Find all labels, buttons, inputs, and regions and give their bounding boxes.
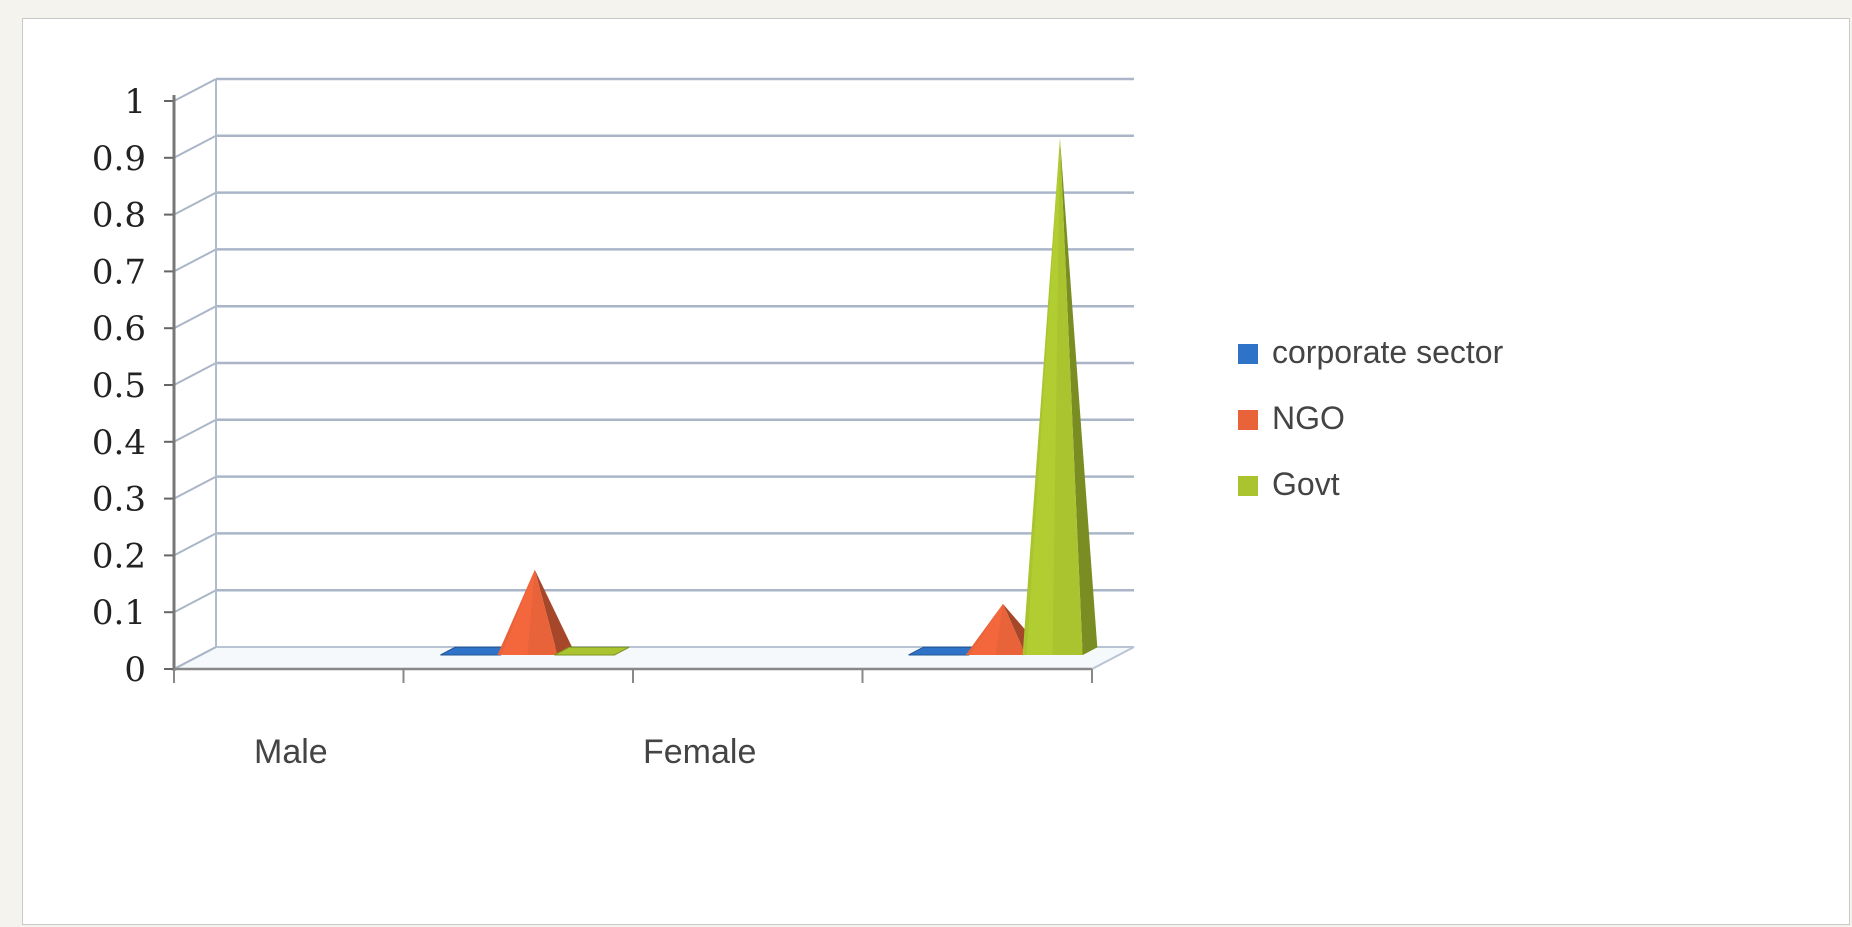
legend-swatch bbox=[1238, 476, 1258, 496]
bar-mark bbox=[1022, 138, 1098, 655]
data-marks bbox=[440, 138, 1098, 656]
y-tick-label: 0.1 bbox=[92, 593, 146, 633]
bar-base bbox=[554, 646, 630, 656]
gridline-side bbox=[173, 589, 217, 614]
x-axis-categories: Male Female bbox=[254, 733, 756, 771]
y-tick-label: 0.8 bbox=[92, 196, 146, 236]
gridline-side bbox=[173, 78, 217, 102]
legend-swatch bbox=[1238, 410, 1258, 430]
bar-mark bbox=[554, 646, 630, 656]
axes bbox=[164, 79, 1093, 683]
y-tick-label: 0.3 bbox=[92, 480, 146, 520]
gridline-side bbox=[173, 475, 217, 500]
y-tick-label: 0.4 bbox=[92, 423, 146, 463]
legend-label: corporate sector bbox=[1272, 334, 1504, 370]
bar-highlight bbox=[969, 603, 1003, 655]
gridline-side bbox=[173, 305, 217, 330]
gridline-side bbox=[173, 362, 217, 386]
gridline-side bbox=[173, 532, 217, 557]
category-label: Female bbox=[643, 733, 756, 771]
y-axis-ticks: 0 0.1 0.2 0.3 0.4 0.5 0.6 0.7 0.8 0.9 1 bbox=[92, 82, 146, 690]
pyramid-bar-chart: 0 0.1 0.2 0.3 0.4 0.5 0.6 0.7 0.8 0.9 1 Male Female… bbox=[92, 77, 1504, 771]
legend-swatch bbox=[1238, 344, 1258, 364]
y-tick-label: 0.2 bbox=[92, 536, 146, 576]
y-tick-label: 1 bbox=[124, 82, 146, 122]
legend-label: NGO bbox=[1272, 400, 1345, 436]
category-label: Male bbox=[254, 733, 328, 771]
bar-side-face bbox=[1059, 138, 1098, 655]
gridline-side bbox=[173, 418, 217, 443]
legend: corporate sector NGO Govt bbox=[1238, 334, 1504, 502]
y-tick-label: 0 bbox=[124, 650, 146, 690]
y-tick-label: 0.6 bbox=[92, 309, 146, 349]
legend-label: Govt bbox=[1272, 466, 1340, 502]
gridlines bbox=[173, 77, 1135, 670]
gridline-side bbox=[173, 248, 217, 273]
bar-side-face bbox=[534, 569, 573, 655]
bar-mark bbox=[497, 569, 573, 655]
y-tick-label: 0.5 bbox=[92, 366, 146, 406]
gridline-side bbox=[173, 646, 217, 670]
y-tick-label: 0.7 bbox=[92, 252, 146, 292]
chart-frame: 0 0.1 0.2 0.3 0.4 0.5 0.6 0.7 0.8 0.9 1 Male Female… bbox=[22, 18, 1850, 925]
gridline-side bbox=[173, 191, 217, 216]
gridline-side bbox=[173, 134, 217, 159]
y-tick-label: 0.9 bbox=[92, 139, 146, 179]
